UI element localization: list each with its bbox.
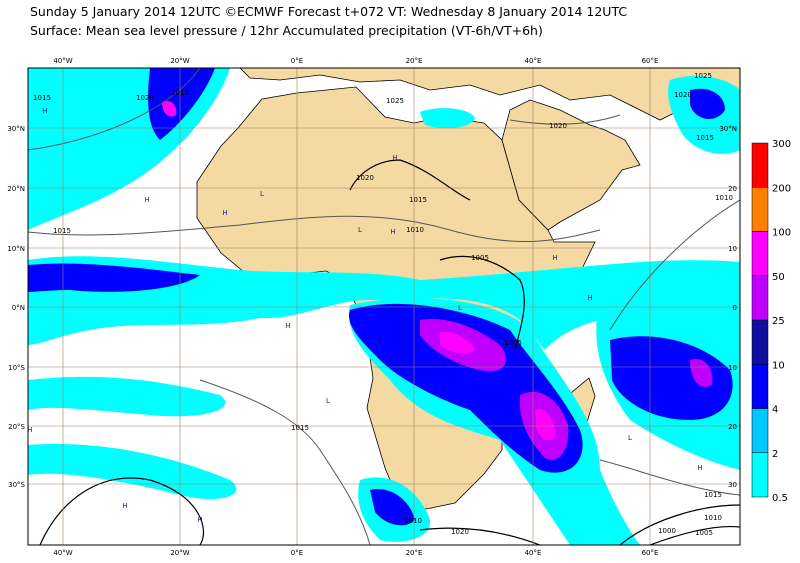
pressure-centre: L xyxy=(458,304,462,312)
lat-label: 30°N xyxy=(7,125,25,133)
legend-label: 2 xyxy=(772,449,778,460)
header-line: Sunday 5 January 2014 12UTC ©ECMWF Forec… xyxy=(30,4,628,19)
legend-swatch xyxy=(751,364,769,409)
legend-label: 100 xyxy=(772,228,791,239)
lat-label: 20°N xyxy=(7,185,25,193)
isobar-label: 1010 xyxy=(404,517,422,525)
legend-label: 10 xyxy=(772,360,785,371)
legend-swatch xyxy=(751,231,769,276)
legend-swatch xyxy=(751,452,769,498)
lon-label: 40°E xyxy=(525,57,542,65)
legend-swatch xyxy=(751,187,769,232)
legend-label: 300 xyxy=(772,139,791,150)
isobar-label: 1015 xyxy=(704,491,722,499)
axis-labels: 40°W 40°W 20°W 20°W 0°E 0°E 20°E 20°E 40°E 40°E 60… xyxy=(7,57,658,557)
isobar-label: 1000 xyxy=(658,527,676,535)
legend-swatch xyxy=(751,275,769,321)
isobar-label: 1015 xyxy=(53,227,71,235)
lon-label: 40°E xyxy=(525,549,542,557)
legend-label: 200 xyxy=(772,183,791,194)
pressure-centre: H xyxy=(392,154,397,162)
isobar-label: 1005 xyxy=(504,339,522,347)
lat-label: 20 xyxy=(728,185,737,193)
isobar-label: 1010 xyxy=(406,226,424,234)
pressure-centre: H xyxy=(222,209,227,217)
isobar-label: 1015 xyxy=(409,196,427,204)
isobar-label: 1020 xyxy=(356,174,374,182)
lon-label: 40°W xyxy=(53,549,72,557)
legend-swatch xyxy=(751,319,769,365)
precipitation xyxy=(28,68,740,545)
isobar-label: 1015 xyxy=(171,89,189,97)
isobars xyxy=(28,68,740,545)
isobar-label: 1015 xyxy=(696,134,714,142)
lat-label: 30°N xyxy=(719,125,737,133)
pressure-centre: H xyxy=(42,107,47,115)
legend-label: 0.5 xyxy=(772,493,788,504)
land xyxy=(501,99,641,231)
lon-label: 20°W xyxy=(170,57,189,65)
lat-label: 0°N xyxy=(12,304,25,312)
header-line: Surface: Mean sea level pressure / 12hr … xyxy=(30,23,543,38)
pressure-centre: H xyxy=(197,516,202,524)
isobar-label: 1005 xyxy=(695,529,713,537)
legend-label: 4 xyxy=(772,405,778,416)
isobar-label: 1025 xyxy=(386,97,404,105)
isobar-label: 1020 xyxy=(136,94,154,102)
pressure-centre: H xyxy=(144,196,149,204)
isobar-label: 1020 xyxy=(549,122,567,130)
lat-label: 30 xyxy=(728,481,737,489)
legend-swatch xyxy=(751,142,769,188)
lat-label: 30°S xyxy=(8,481,25,489)
pressure-centre: H xyxy=(285,322,290,330)
legend-label: 25 xyxy=(772,316,785,327)
legend-swatch xyxy=(751,408,769,453)
isobar-label: 1025 xyxy=(694,72,712,80)
legend: 0.5 2 4 10 25 50 100 200 300 xyxy=(751,139,791,504)
pressure-centre: H xyxy=(390,228,395,236)
pressure-centre: L xyxy=(260,190,264,198)
legend-label: 50 xyxy=(772,272,785,283)
lat-label: 20°S xyxy=(8,423,25,431)
lon-label: 0°E xyxy=(291,57,303,65)
isobar-label: 1010 xyxy=(704,514,722,522)
isobar-label: 1005 xyxy=(471,254,489,262)
isobar-label: 1015 xyxy=(291,424,309,432)
lon-label: 20°W xyxy=(170,549,189,557)
lat-label: 10°S xyxy=(8,364,25,372)
graticule xyxy=(28,68,740,545)
lon-label: 40°W xyxy=(53,57,72,65)
pressure-centre: H xyxy=(552,254,557,262)
lat-label: 0 xyxy=(733,304,737,312)
lon-label: 60°E xyxy=(642,549,659,557)
pressure-centre: L xyxy=(326,397,330,405)
isobar-label: 1015 xyxy=(33,94,51,102)
lon-label: 0°E xyxy=(291,549,303,557)
lat-label: 10 xyxy=(728,245,737,253)
pressure-centre: H xyxy=(27,426,32,434)
isobar-label: 1020 xyxy=(451,528,469,536)
pressure-centre: H xyxy=(122,502,127,510)
pressure-centre: L xyxy=(358,226,362,234)
isobar-label: 1010 xyxy=(715,194,733,202)
lon-label: 20°E xyxy=(406,57,423,65)
pressure-centre: H xyxy=(697,464,702,472)
lon-label: 60°E xyxy=(642,57,659,65)
lat-label: 10°N xyxy=(7,245,25,253)
pressure-centre: H xyxy=(587,294,592,302)
lon-label: 20°E xyxy=(406,549,423,557)
lat-label: 10 xyxy=(728,364,737,372)
pressure-centre: L xyxy=(628,434,632,442)
map-frame xyxy=(27,67,741,546)
isobar-label: 1020 xyxy=(674,91,692,99)
lat-label: 20 xyxy=(728,423,737,431)
